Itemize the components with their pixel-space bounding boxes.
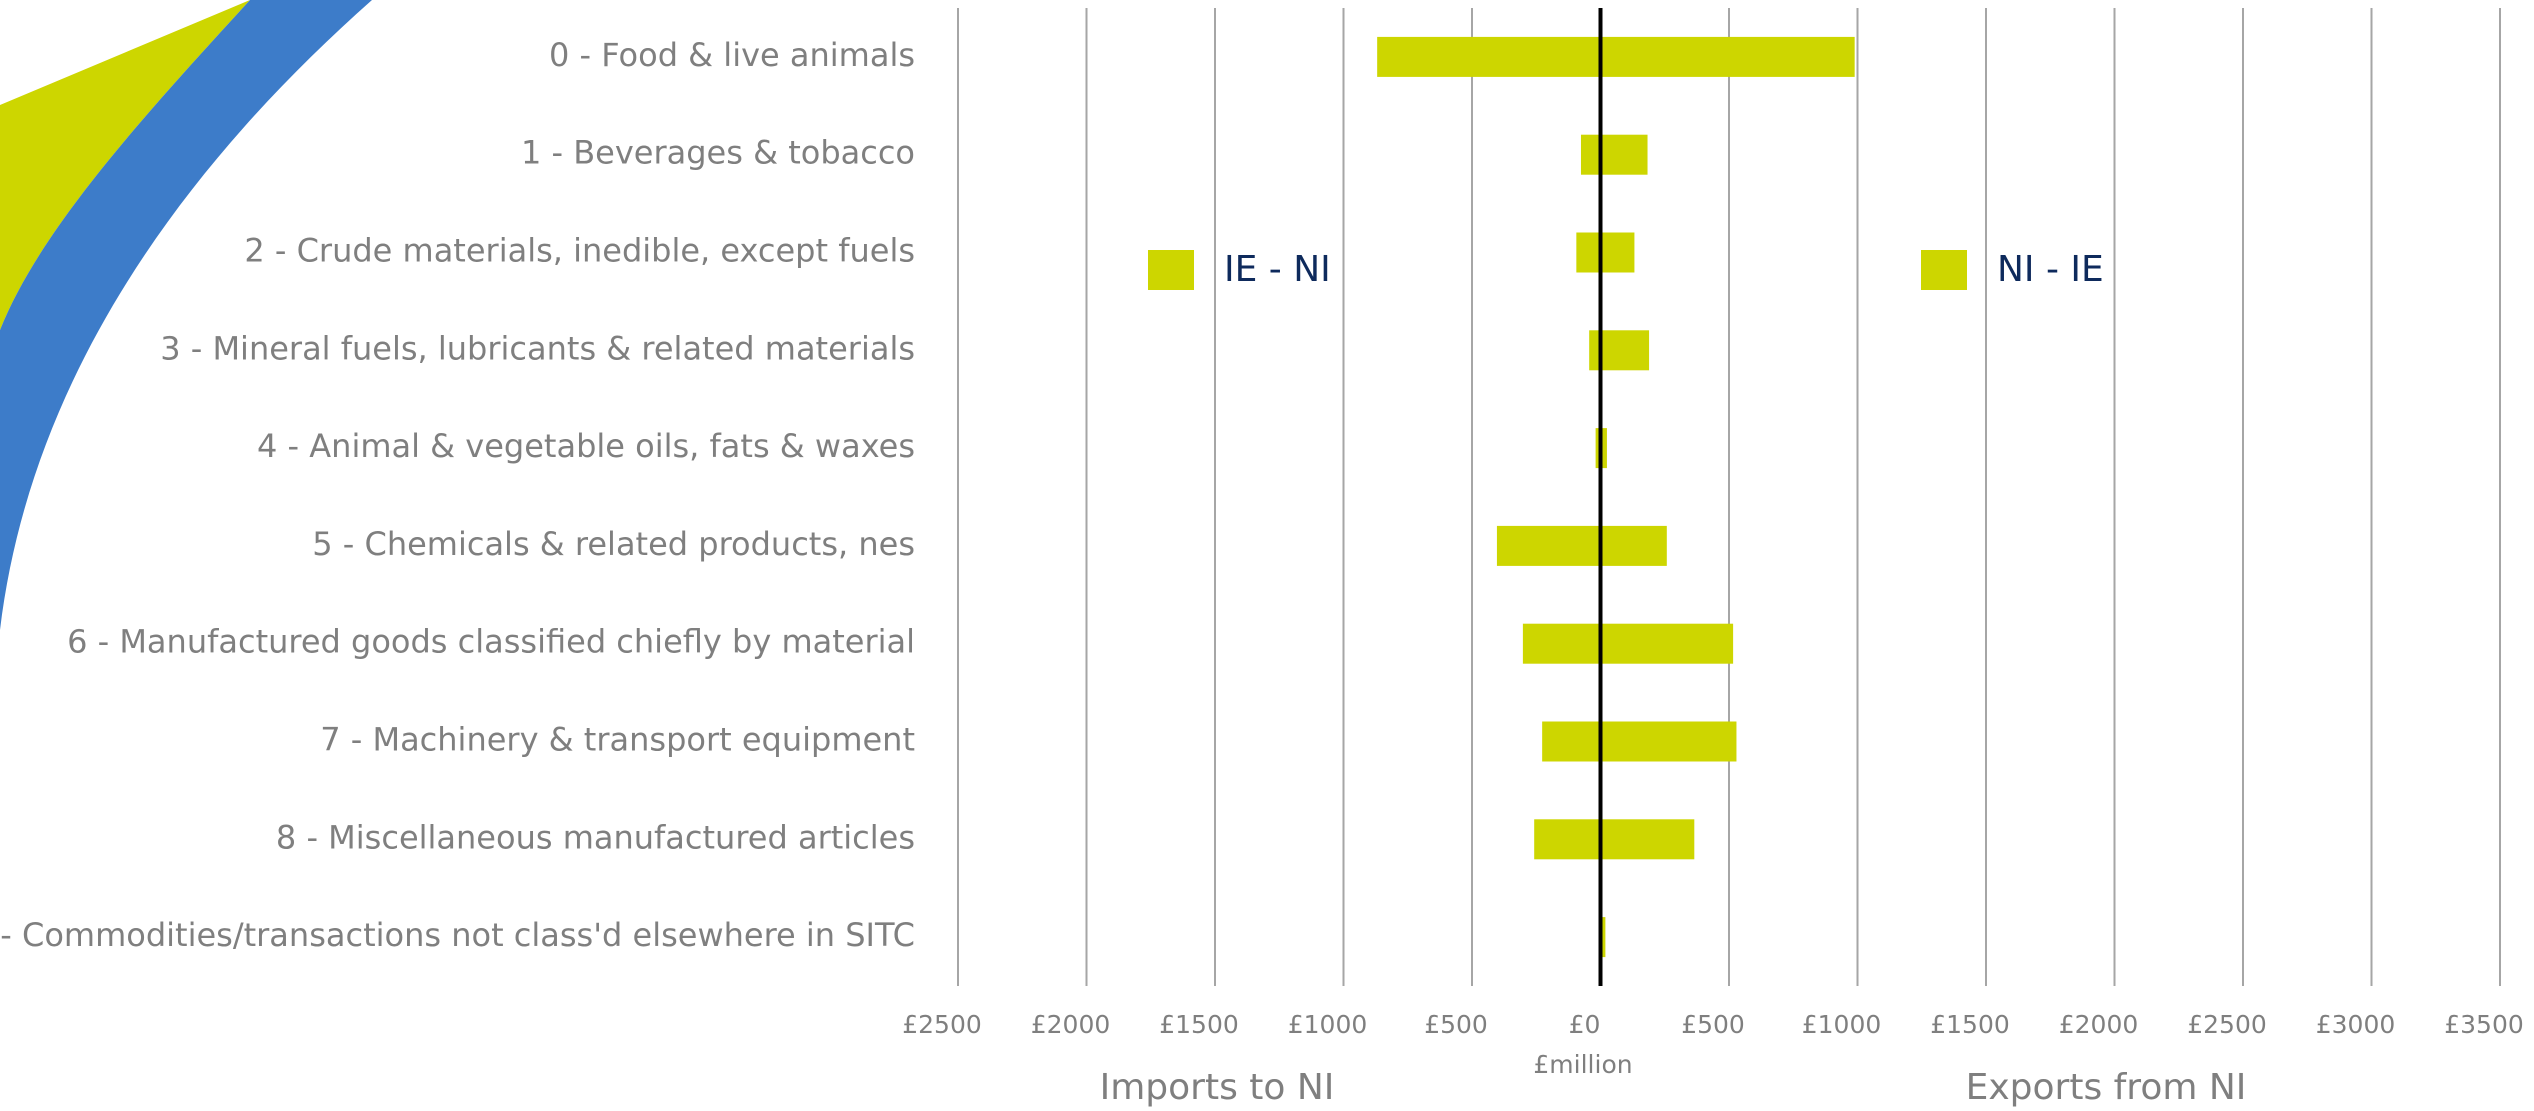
right-label: Exports from NI — [1966, 1067, 2247, 1108]
x-axis-label: £million — [1533, 1050, 1632, 1079]
bar — [1576, 232, 1601, 273]
category-label: 6 - Manufactured goods classified chiefl… — [67, 623, 915, 661]
x-tick-label: £500 — [1424, 1010, 1488, 1039]
bar — [1600, 721, 1737, 762]
x-tick-label: £500 — [1681, 1010, 1745, 1039]
x-tick-label: £3000 — [2316, 1010, 2396, 1039]
bar — [1600, 525, 1667, 566]
x-tick-label: £2000 — [1031, 1010, 1111, 1039]
bar — [1377, 36, 1601, 77]
bar — [1595, 428, 1601, 469]
bar — [1534, 819, 1601, 860]
bar — [1542, 721, 1601, 762]
category-label: 2 - Crude materials, inedible, except fu… — [244, 232, 915, 270]
bar — [1522, 623, 1601, 664]
x-tick-label: £0 — [1569, 1010, 1601, 1039]
x-tick-label: £1000 — [1802, 1010, 1882, 1039]
legend-swatch — [1921, 250, 1967, 290]
bar — [1580, 134, 1601, 175]
x-tick-label: £2000 — [2059, 1010, 2139, 1039]
bar — [1600, 819, 1695, 860]
legend-swatch — [1148, 250, 1194, 290]
legend-label: IE - NI — [1224, 249, 1331, 290]
x-tick-label: £1500 — [1159, 1010, 1239, 1039]
bar — [1600, 36, 1855, 77]
bar — [1600, 917, 1606, 958]
decor-swoosh-green — [0, 0, 250, 330]
category-label: 7 - Machinery & transport equipment — [320, 721, 915, 759]
bar — [1600, 428, 1607, 469]
category-label: 9 - Commodities/transactions not class'd… — [0, 916, 915, 954]
legend-label: NI - IE — [1997, 249, 2104, 290]
x-tick-label: £1500 — [1930, 1010, 2010, 1039]
left-label: Imports to NI — [1100, 1067, 1335, 1108]
bar — [1600, 623, 1734, 664]
decor-swoosh-blue — [0, 0, 372, 630]
category-label: 5 - Chemicals & related products, nes — [312, 525, 915, 563]
x-tick-label: £3500 — [2444, 1010, 2524, 1039]
category-label: 3 - Mineral fuels, lubricants & related … — [160, 329, 915, 367]
bar — [1589, 330, 1601, 371]
x-tick-label: £2500 — [2187, 1010, 2267, 1039]
x-tick-label: £1000 — [1288, 1010, 1368, 1039]
bar — [1600, 232, 1635, 273]
category-label: 1 - Beverages & tobacco — [521, 134, 915, 172]
bar — [1600, 134, 1648, 175]
x-tick-label: £2500 — [902, 1010, 982, 1039]
category-label: 8 - Miscellaneous manufactured articles — [276, 818, 915, 856]
bar — [1496, 525, 1601, 566]
bar — [1600, 330, 1650, 371]
category-label: 0 - Food & live animals — [549, 36, 915, 74]
category-label: 4 - Animal & vegetable oils, fats & waxe… — [257, 427, 915, 465]
